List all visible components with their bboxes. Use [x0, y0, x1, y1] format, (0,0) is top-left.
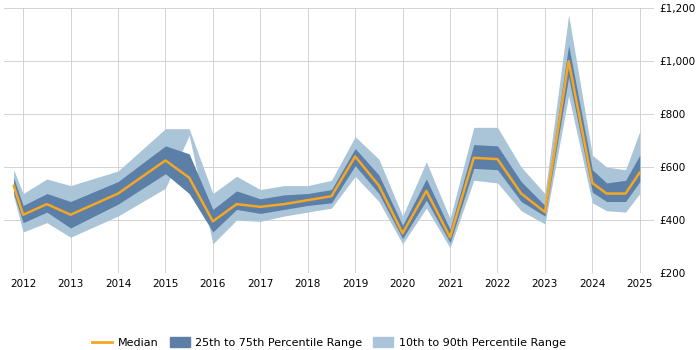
Legend: Median, 25th to 75th Percentile Range, 10th to 90th Percentile Range: Median, 25th to 75th Percentile Range, 1…: [88, 333, 570, 350]
